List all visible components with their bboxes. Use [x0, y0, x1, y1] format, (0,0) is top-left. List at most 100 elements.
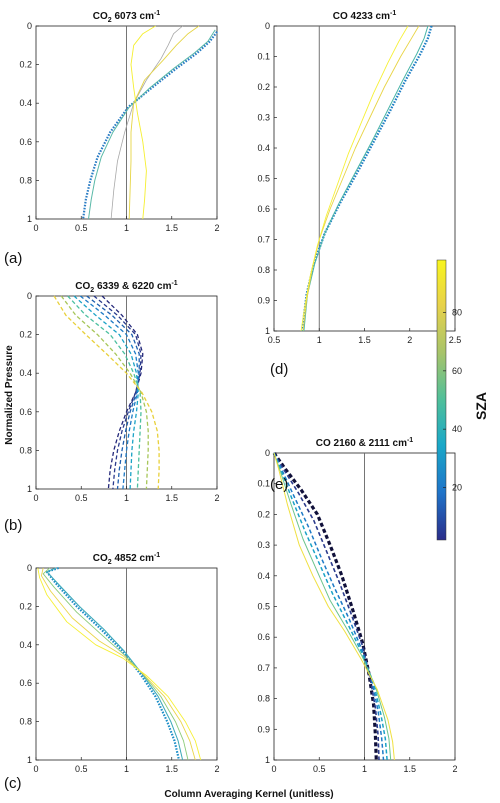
series-line-5	[37, 567, 202, 761]
y-tick-label: 0.3	[257, 540, 270, 550]
y-tick-label: 0.2	[257, 509, 270, 519]
series-line-5	[273, 452, 392, 761]
y-tick-label: 0.4	[257, 571, 270, 581]
y-tick-label: 1	[27, 484, 32, 494]
panel-label: (c)	[4, 775, 22, 792]
y-tick-label: 0.1	[257, 479, 270, 489]
x-tick-label: 2	[407, 335, 412, 345]
panel-e: 0 0.5 1 1.5 2 0 0.1 0.2 0.3 0.4 0.5 0.6 0.7 0.8 0.9 1 CO…	[257, 437, 457, 774]
title-main: CO	[93, 553, 108, 564]
y-tick-label: 0.2	[19, 60, 32, 70]
y-tick-label: 0.8	[19, 175, 32, 185]
x-tick-label: 1	[124, 223, 129, 233]
series-line-4	[273, 452, 388, 761]
colorbar-tick-label: 40	[452, 424, 462, 434]
series-line-8	[53, 295, 160, 490]
panel-label: (e)	[270, 476, 288, 493]
panel-label: (b)	[4, 517, 22, 534]
colorbar-tick-label: 20	[452, 483, 462, 493]
panel-title: CO2 4852 cm-1	[93, 552, 161, 566]
x-tick-label: 0	[33, 223, 38, 233]
title-text: 2160 & 2111 cm	[331, 438, 407, 449]
title-subscript: 2	[90, 287, 94, 294]
y-tick-label: 0	[27, 291, 32, 301]
y-tick-label: 0.8	[257, 694, 270, 704]
colorbar-ticks: 20 40 60 80	[443, 308, 462, 493]
series-line-3	[42, 567, 189, 761]
y-tick-label: 0.6	[19, 137, 32, 147]
y-tick-label: 0	[265, 21, 270, 31]
y-tick-label: 0.8	[19, 445, 32, 455]
series-line-7	[60, 295, 149, 490]
y-tick-label: 1	[27, 755, 32, 765]
x-tick-label: 0.5	[75, 223, 88, 233]
x-tick-label: 1.5	[165, 223, 178, 233]
y-tick-label: 0.5	[257, 602, 270, 612]
panel-label: (a)	[4, 250, 22, 267]
y-tick-label: 0.4	[257, 143, 270, 153]
panel-label: (d)	[270, 361, 288, 378]
y-tick-label: 0.3	[257, 113, 270, 123]
x-tick-label: 1	[124, 493, 129, 503]
x-tick-label: 0.5	[75, 764, 88, 774]
y-tick-label: 0.6	[257, 632, 270, 642]
y-tick-label: 0.2	[19, 330, 32, 340]
title-main: CO	[316, 438, 331, 449]
series-line-1	[101, 295, 144, 490]
title-subscript: 2	[108, 17, 112, 24]
series-line-5	[130, 25, 156, 220]
panel-title: CO 4233 cm-1	[333, 10, 397, 22]
sza-colorbar: 20 40 60 80 SZA	[436, 259, 489, 541]
x-axis-label: Column Averaging Kernel (unitless)	[164, 789, 333, 800]
y-tick-label: 0.6	[19, 407, 32, 417]
x-tick-label: 2	[214, 223, 219, 233]
title-text: 4852 cm	[112, 553, 154, 564]
y-tick-label: 0.7	[257, 663, 270, 673]
y-tick-label: 0.9	[257, 724, 270, 734]
series-line-4	[40, 567, 196, 761]
x-tick-label: 1.5	[165, 493, 178, 503]
x-tick-label: 0.5	[268, 335, 281, 345]
series-line-3	[273, 452, 385, 761]
colorbar-tick-label: 60	[452, 366, 462, 376]
y-tick-label: 0.4	[19, 98, 32, 108]
y-tick-label: 0	[27, 563, 32, 573]
series-line-3	[302, 25, 420, 332]
series-line-6	[67, 295, 142, 490]
series-line-1	[45, 566, 181, 761]
title-main: CO	[93, 11, 108, 22]
colorbar-label: SZA	[473, 392, 489, 420]
series-line-3	[86, 295, 140, 490]
series-line-1	[272, 452, 378, 761]
y-tick-label: 1	[27, 214, 32, 224]
y-tick-label: 0.5	[257, 174, 270, 184]
title-superscript: -1	[154, 10, 160, 17]
x-tick-label: 1.5	[165, 764, 178, 774]
panel-d: 0.5 1 1.5 2 2.500.10.20.30.40.50.60.70.80.91…	[257, 10, 461, 378]
panel-title: CO 2160 & 2111 cm-1	[316, 437, 414, 449]
series-line-4	[79, 295, 139, 490]
x-tick-label: 0	[33, 764, 38, 774]
series-line-3	[110, 25, 183, 220]
y-tick-label: 0.6	[19, 678, 32, 688]
x-tick-label: 0	[271, 764, 276, 774]
y-tick-label: 0	[265, 448, 270, 458]
y-tick-label: 1	[265, 326, 270, 336]
y-axis-label: Normalized Pressure	[4, 345, 15, 445]
x-tick-label: 1.5	[403, 764, 416, 774]
y-tick-label: 0.1	[257, 52, 270, 62]
title-main: CO	[75, 281, 90, 292]
series-line-2	[46, 567, 184, 761]
series-line-4	[300, 25, 409, 332]
colorbar-gradient	[436, 259, 447, 541]
title-main: CO	[333, 11, 348, 22]
y-tick-label: 0.2	[257, 82, 270, 92]
title-superscript: -1	[171, 280, 177, 287]
colorbar-tick-label: 80	[452, 308, 462, 318]
panel-title: CO2 6339 & 6220 cm-1	[75, 280, 178, 294]
x-tick-label: 2	[214, 764, 219, 774]
